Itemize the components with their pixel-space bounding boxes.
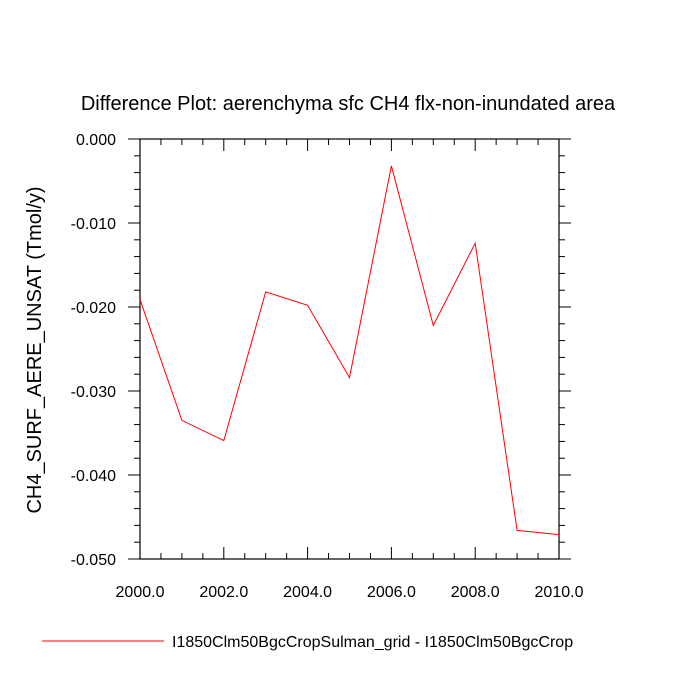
x-tick-label: 2008.0: [451, 584, 500, 601]
x-tick-label: 2004.0: [283, 584, 332, 601]
legend-label: I1850Clm50BgcCropSulman_grid - I1850Clm5…: [172, 634, 573, 651]
x-tick-label: 2010.0: [535, 584, 584, 601]
legend: I1850Clm50BgcCropSulman_grid - I1850Clm5…: [42, 634, 573, 651]
y-tick-label: -0.030: [71, 384, 116, 401]
y-tick-label: -0.050: [71, 552, 116, 569]
series-line: [139, 165, 560, 536]
y-axis-label: CH4_SURF_AERE_UNSAT (Tmol/y): [24, 186, 46, 513]
y-tick-label: 0.000: [76, 132, 116, 149]
y-tick-label: -0.010: [71, 216, 116, 233]
chart-title: Difference Plot: aerenchyma sfc CH4 flx-…: [81, 93, 616, 115]
y-tick-label: -0.020: [71, 300, 116, 317]
plot-frame: [139, 138, 560, 560]
x-tick-label: 2000.0: [116, 584, 165, 601]
plot-area: 2000.0 2002.0 2004.0 2006.0 2008.0 2010.0 0.00…: [71, 132, 584, 601]
x-tick-label: 2006.0: [367, 584, 416, 601]
x-tick-label: 2002.0: [199, 584, 248, 601]
y-tick-label: -0.040: [71, 468, 116, 485]
